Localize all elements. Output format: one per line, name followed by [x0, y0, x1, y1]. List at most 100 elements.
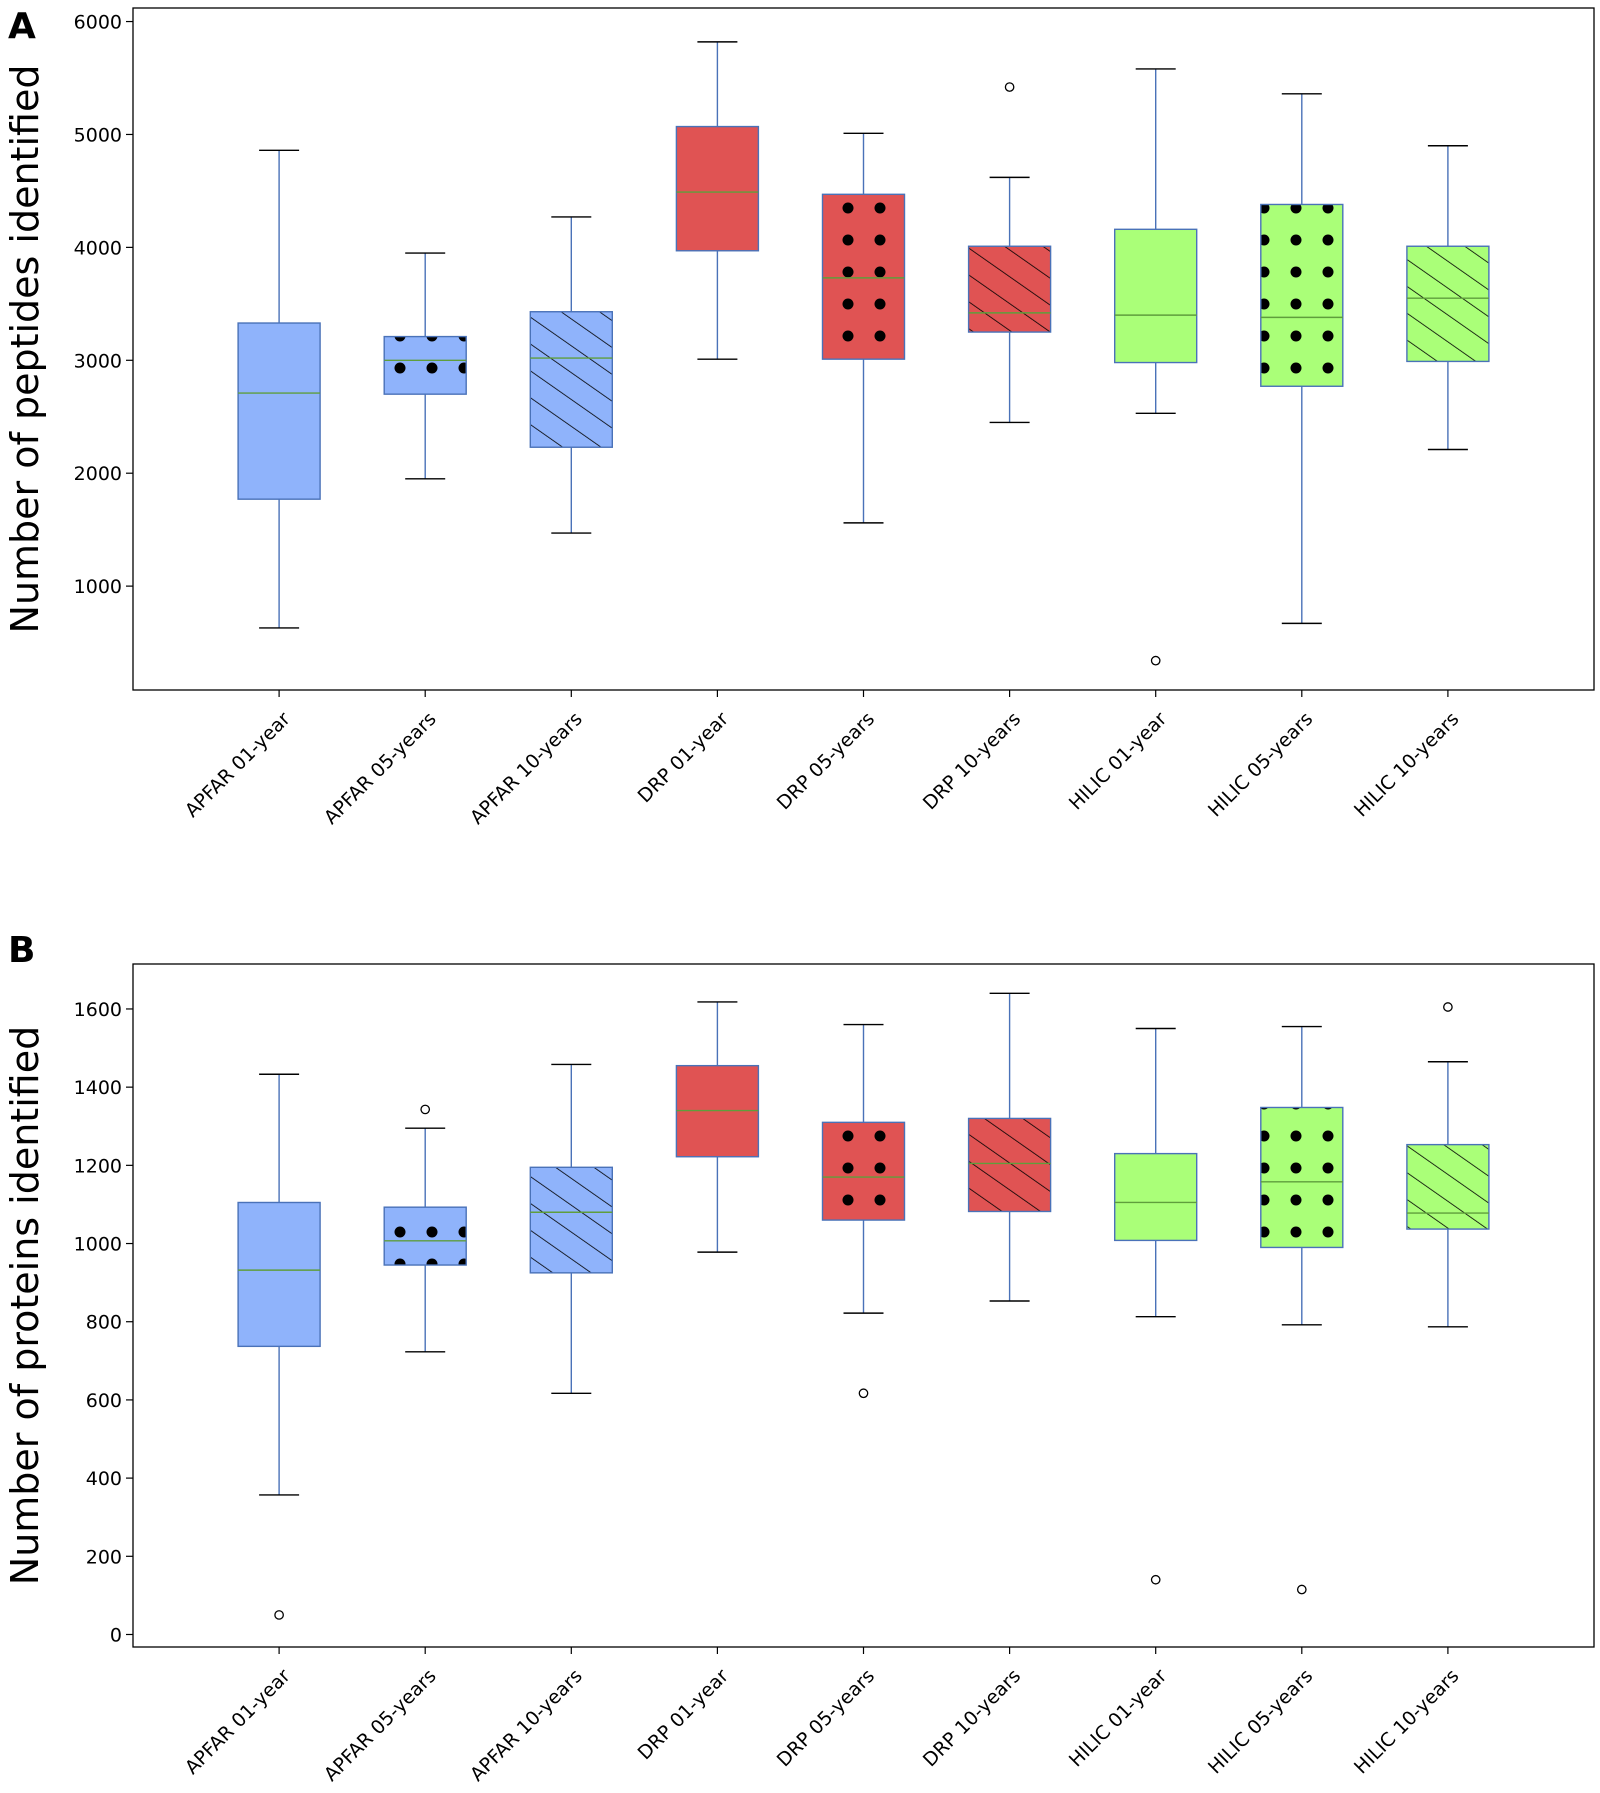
x-tick-label: HILIC 05-years — [1204, 1665, 1317, 1778]
box-fill — [1114, 229, 1197, 363]
y-tick-label: 200 — [86, 1546, 122, 1568]
box-outline — [237, 1201, 321, 1348]
y-tick-label: 600 — [86, 1390, 122, 1412]
y-tick-label: 5000 — [74, 124, 122, 146]
box-fill — [1114, 1153, 1197, 1241]
box-outline — [821, 193, 906, 360]
box-7: HILIC 01-year — [1065, 68, 1198, 815]
y-tick-label: 800 — [86, 1312, 122, 1334]
box-1: APFAR 01-year — [181, 149, 321, 822]
box-outline — [529, 1166, 613, 1274]
box-3: APFAR 10-years — [466, 216, 613, 829]
box-9: HILIC 10-years — [1350, 1002, 1490, 1778]
outlier-point — [1150, 655, 1161, 666]
y-tick-label: 2000 — [74, 463, 122, 485]
box-9: HILIC 10-years — [1350, 145, 1490, 821]
y-tick-label: 0 — [110, 1624, 122, 1646]
x-tick-label: APFAR 10-years — [466, 708, 587, 829]
x-tick-label: DRP 10-years — [919, 1665, 1025, 1771]
box-outline — [1406, 245, 1490, 363]
panel-a: A Number of peptides identified 1000 2000 30… — [3, 6, 1595, 829]
box-outline — [1406, 1143, 1490, 1230]
x-tick-label: HILIC 10-years — [1350, 708, 1463, 821]
box-4: DRP 01-year — [634, 41, 760, 807]
box-hatch-pattern — [530, 1167, 613, 1273]
box-fill — [238, 323, 321, 500]
box-outline — [383, 1206, 467, 1266]
box-dot-pattern — [822, 194, 905, 360]
box-outline — [1260, 203, 1344, 387]
box-7: HILIC 01-year — [1065, 1027, 1198, 1772]
box-2: APFAR 05-years — [320, 1104, 467, 1786]
box-hatch-pattern — [1406, 1144, 1489, 1230]
y-tick-label: 1000 — [74, 576, 122, 598]
box-outline — [1113, 1152, 1198, 1242]
x-tick-label: APFAR 10-years — [466, 1665, 587, 1786]
box-dot-pattern — [1260, 204, 1343, 387]
x-tick-label: DRP 10-years — [919, 708, 1025, 814]
box-5: DRP 05-years — [773, 132, 906, 814]
y-axis-label: Number of proteins identified — [3, 1026, 47, 1585]
box-6: DRP 10-years — [919, 992, 1052, 1771]
box-dot-pattern — [384, 1207, 467, 1266]
outlier-point — [1004, 82, 1015, 92]
box-8: HILIC 05-years — [1204, 1025, 1344, 1778]
x-tick-label: APFAR 01-year — [181, 708, 295, 822]
box-outline — [675, 125, 760, 252]
outlier-point — [1296, 1584, 1307, 1595]
box-outline — [821, 1121, 906, 1221]
x-tick-label: DRP 05-years — [773, 708, 879, 814]
box-outline — [237, 322, 321, 500]
box-6: DRP 10-years — [919, 82, 1052, 814]
y-tick-label: 1200 — [74, 1155, 122, 1177]
box-8: HILIC 05-years — [1204, 93, 1344, 821]
box-outline — [1260, 1106, 1344, 1249]
x-tick-label: APFAR 05-years — [320, 1665, 441, 1786]
box-outline — [967, 1117, 1052, 1213]
y-tick-label: 1400 — [74, 1077, 122, 1099]
box-hatch-pattern — [1406, 246, 1489, 362]
box-hatch-pattern — [530, 311, 613, 448]
box-outline — [967, 245, 1052, 333]
panel-b: B Number of proteins identified 0 200 400 600… — [3, 930, 1595, 1786]
box-fill — [676, 126, 759, 251]
box-dot-pattern — [384, 336, 467, 395]
box-hatch-pattern — [968, 1118, 1051, 1212]
x-tick-label: HILIC 10-years — [1350, 1665, 1463, 1778]
y-tick-label: 1000 — [74, 1234, 122, 1256]
box-1: APFAR 01-year — [181, 1073, 321, 1779]
x-tick-label: APFAR 05-years — [320, 708, 441, 829]
y-tick-label: 4000 — [74, 237, 122, 259]
box-outline — [383, 335, 467, 395]
panel-letter: A — [8, 6, 36, 47]
box-dot-pattern — [822, 1122, 905, 1221]
y-tick-label: 1600 — [74, 999, 122, 1021]
box-hatch-pattern — [968, 246, 1051, 333]
box-fill — [238, 1202, 321, 1347]
y-axis-label: Number of peptides identified — [3, 65, 47, 634]
x-tick-label: APFAR 01-year — [181, 1665, 295, 1779]
box-5: DRP 05-years — [773, 1023, 906, 1771]
box-3: APFAR 10-years — [466, 1063, 613, 1786]
box-outline — [529, 311, 613, 448]
panel-letter: B — [8, 930, 35, 971]
x-tick-label: HILIC 01-year — [1065, 1665, 1172, 1772]
box-outline — [1113, 228, 1198, 364]
x-tick-label: HILIC 05-years — [1204, 708, 1317, 821]
x-tick-label: HILIC 01-year — [1065, 708, 1172, 815]
outlier-point — [1150, 1574, 1161, 1585]
x-tick-label: DRP 01-year — [634, 708, 733, 807]
x-tick-label: DRP 05-years — [773, 1665, 879, 1771]
outlier-point — [858, 1388, 869, 1399]
box-4: DRP 01-year — [634, 1001, 760, 1764]
y-tick-label: 3000 — [74, 350, 122, 372]
y-tick-label: 400 — [86, 1468, 122, 1490]
y-tick-label: 6000 — [74, 12, 122, 34]
outlier-point — [1443, 1002, 1453, 1012]
box-2: APFAR 05-years — [320, 252, 467, 829]
outlier-point — [274, 1610, 284, 1620]
box-dot-pattern — [1260, 1107, 1343, 1248]
x-tick-label: DRP 01-year — [634, 1665, 733, 1764]
